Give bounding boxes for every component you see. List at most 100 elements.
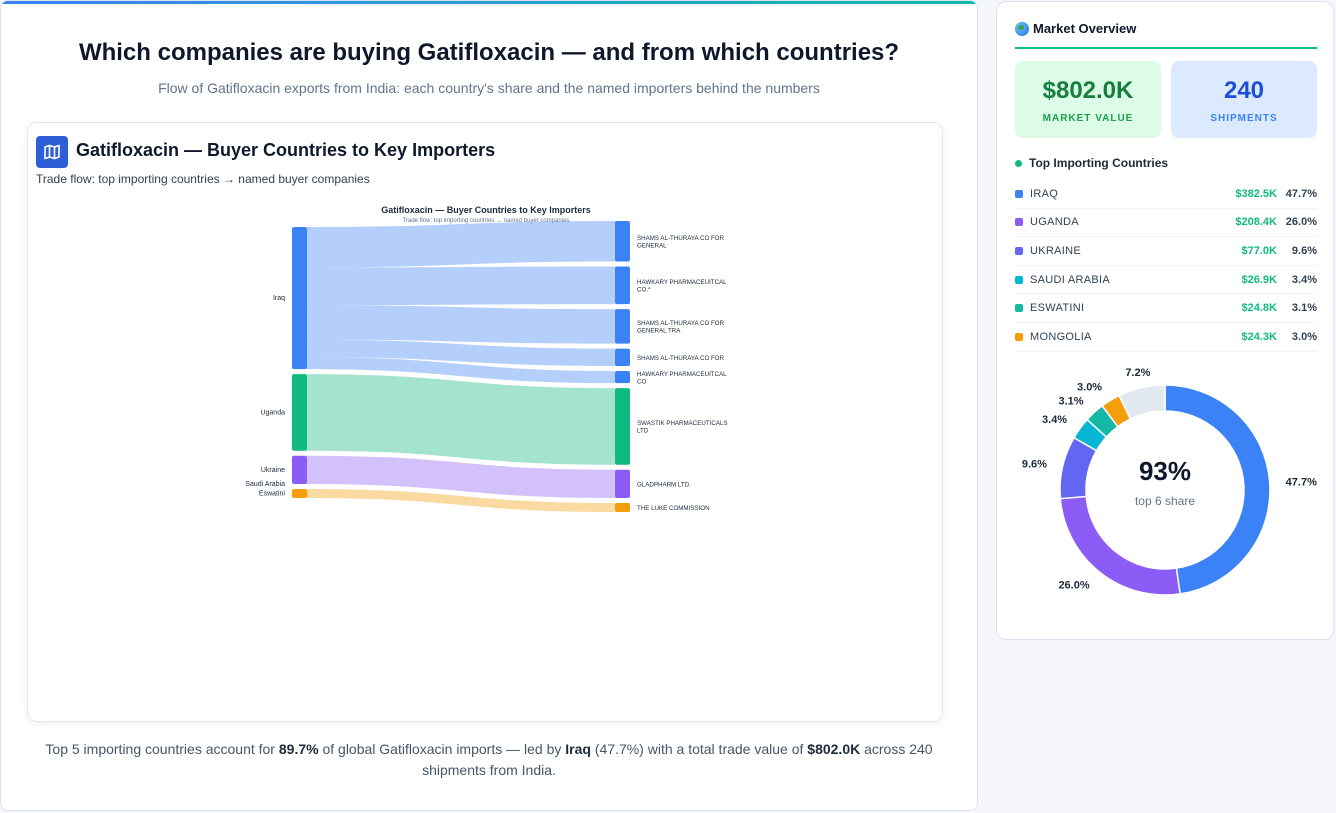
country-share: 26.0% [1285,216,1317,229]
sankey-source-node [292,489,307,498]
donut-slice-label: 47.7% [1286,476,1317,488]
sankey-source-label: Ukraine [261,467,285,474]
sankey-target-label: THE LUKE COMMISSION [637,505,710,512]
bullet-dot-icon [1015,159,1022,167]
country-swatch [1015,332,1023,341]
sankey-inner-title: Gatifloxacin — Buyer Countries to Key Im… [381,205,591,215]
shipments-stat: 240 SHIPMENTS [1171,61,1317,138]
country-name: UGANDA [1030,216,1079,229]
panel-divider [1015,47,1317,49]
donut-slice-label: 26.0% [1058,580,1089,592]
donut-slice-label: 3.1% [1058,396,1083,408]
country-share: 9.6% [1291,244,1317,257]
card-title: Gatifloxacin — Buyer Countries to Key Im… [76,140,496,160]
country-value: $26.9K [1241,273,1277,286]
country-name: UKRAINE [1030,244,1081,257]
country-share: 3.0% [1291,330,1317,343]
sankey-link [307,339,615,367]
globe-icon [1015,21,1029,36]
summary-text: Top 5 importing countries account for 89… [41,739,937,781]
page-subtitle: Flow of Gatifloxacin exports from India:… [158,80,820,96]
shipments-label: SHIPMENTS [1210,113,1278,124]
summary-part: of global Gatifloxacin imports — led by [318,741,566,757]
country-share: 3.1% [1291,302,1317,315]
country-swatch [1015,275,1023,284]
country-name: ESWATINI [1030,302,1085,315]
summary-leader: Iraq [565,741,591,757]
sankey-target-label: HAWKARY PHARMACEUITCAL CO.* [637,279,727,294]
sankey-inner-subtitle: Trade flow: top importing countries → na… [403,218,570,224]
sankey-card: Gatifloxacin — Buyer Countries to Key Im… [27,122,943,722]
donut-slice [1164,384,1271,595]
country-share: 3.4% [1291,273,1317,286]
country-name: IRAQ [1030,187,1059,200]
country-row: ESWATINI $24.8K 3.1% [1015,294,1317,323]
panel-title-text: Market Overview [1033,21,1137,36]
summary-part: (47.7%) with a total trade value of [590,741,808,757]
sankey-target-node [615,348,630,367]
country-value: $382.5K [1235,187,1277,200]
country-value: $77.0K [1241,244,1277,257]
summary-part: Top 5 importing countries account for [45,741,279,757]
market-value: $802.0K [1042,77,1134,104]
sankey-link [307,221,615,268]
donut-center-label: top 6 share [1135,494,1195,508]
country-row: MONGOLIA $24.3K 3.0% [1015,323,1317,352]
market-overview-panel: Market Overview $802.0K MARKET VALUE 240… [996,1,1334,640]
donut-slice-label: 3.0% [1077,382,1102,394]
donut-slice-label: 3.4% [1042,414,1067,426]
sankey-target-label: SWASTIK PHARMACEUTICALS LTD [637,420,728,435]
map-icon [36,136,68,168]
sankey-target-node [615,388,630,465]
sankey-source-node [292,227,307,370]
country-swatch [1015,304,1023,313]
country-swatch [1015,218,1023,227]
sankey-source-label: Eswatini [259,491,286,498]
countries-heading: Top Importing Countries [1015,156,1168,170]
sankey-source-node [292,374,307,451]
country-row: IRAQ $382.5K 47.7% [1015,180,1317,209]
shipments-value: 240 [1223,77,1265,104]
summary-total: $802.0K [807,741,861,757]
sankey-source-label: Iraq [273,295,285,302]
sankey-target-node [615,371,630,384]
panel-title: Market Overview [1015,21,1136,36]
sankey-source-label: Uganda [260,409,285,416]
donut-slice [1118,384,1166,420]
sankey-source-label: Saudi Arabia [245,481,285,488]
sankey-target-label: SHAMS AL-THURAYA CO FOR GENERAL [637,235,725,250]
sankey-target-label: HAWKARY PHARMACEUITCAL CO [637,371,727,386]
sankey-target-label: SHAMS AL-THURAYA CO FOR [637,355,725,362]
sankey-target-label: GLADPHARM LTD. [637,481,691,488]
country-value: $24.3K [1241,330,1277,343]
country-name: SAUDI ARABIA [1030,273,1111,286]
sankey-target-node [615,503,630,512]
summary-part: across 240 shipments from India. [422,741,933,778]
sankey-source-node [292,455,307,485]
sankey-target-node [615,221,630,262]
country-row: SAUDI ARABIA $26.9K 3.4% [1015,266,1317,295]
market-value-label: MARKET VALUE [1042,113,1134,124]
country-list: IRAQ $382.5K 47.7% UGANDA $208.4K 26.0% UKRAIN… [1015,180,1317,352]
sankey-target-node [615,469,630,499]
country-name: MONGOLIA [1030,330,1092,343]
sankey-target-node [615,309,630,344]
page-title: Which companies are buying Gatifloxacin … [78,39,900,66]
sankey-link [307,374,615,465]
country-value: $24.8K [1241,302,1277,315]
country-swatch [1015,246,1023,255]
countries-heading-text: Top Importing Countries [1029,156,1169,170]
country-value: $208.4K [1235,216,1277,229]
country-share: 47.7% [1285,187,1317,200]
donut-center-value: 93% [1139,456,1191,486]
sankey-chart: Gatifloxacin — Buyer Countries to Key Im… [245,205,728,512]
market-value-stat: $802.0K MARKET VALUE [1015,61,1161,138]
sankey-link [307,357,615,384]
country-swatch [1015,189,1023,198]
card-subtitle: Trade flow: top importing countries → na… [36,172,370,186]
sankey-link [307,489,615,512]
top-accent-bar [1,1,977,4]
share-donut-chart: 47.7% 26.0% 9.6% 3.4% 3.1% 3.0% 7.2% 93% top 6… [1022,367,1317,596]
sankey-target-node [615,266,630,305]
sankey-link [307,266,615,306]
